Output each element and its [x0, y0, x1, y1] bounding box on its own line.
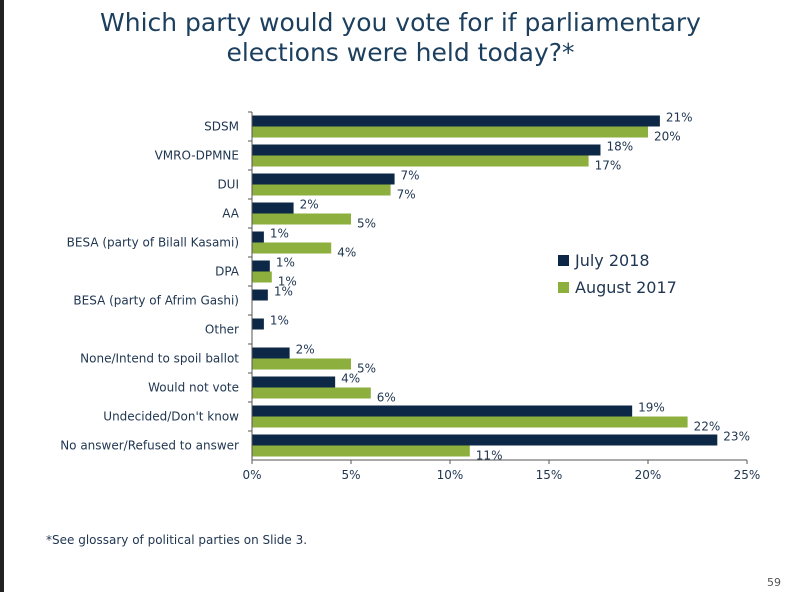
category-label: Other: [205, 323, 239, 337]
title-line-2: elections were held today?*: [226, 38, 575, 67]
legend-item-august-2017: August 2017: [558, 278, 677, 297]
bar-jul-2018: [252, 231, 264, 243]
x-tick-label: 0%: [242, 468, 261, 482]
x-tick-label: 10%: [437, 468, 464, 482]
chart-title: Which party would you vote for if parlia…: [0, 8, 801, 68]
bar-aug-2017: [252, 271, 272, 283]
bar-aug-2017: [252, 155, 589, 167]
window-edge: [0, 0, 4, 592]
page-number: 59: [767, 576, 781, 589]
bar-jul-2018: [252, 289, 268, 301]
x-tick-label: 25%: [734, 468, 761, 482]
bar-jul-2018: [252, 173, 395, 185]
category-label: BESA (party of Afrim Gashi): [73, 294, 239, 308]
data-label: 1%: [270, 314, 289, 328]
legend-label: August 2017: [575, 278, 677, 297]
data-label: 22%: [694, 420, 721, 434]
bar-jul-2018: [252, 144, 601, 156]
bar-jul-2018: [252, 318, 264, 330]
category-label: No answer/Refused to answer: [60, 439, 239, 453]
category-label: DUI: [217, 178, 239, 192]
data-label: 17%: [595, 159, 622, 173]
category-label: Undecided/Don't know: [103, 410, 239, 424]
bar-aug-2017: [252, 126, 648, 138]
bar-aug-2017: [252, 387, 371, 399]
data-label: 7%: [397, 188, 416, 202]
data-label: 23%: [723, 430, 750, 444]
category-label: BESA (party of Bilall Kasami): [67, 236, 239, 250]
data-label: 21%: [666, 111, 693, 125]
category-label: SDSM: [204, 120, 239, 134]
data-label: 6%: [377, 391, 396, 405]
x-tick-label: 15%: [536, 468, 563, 482]
bar-jul-2018: [252, 376, 336, 388]
legend-swatch-july-2018: [558, 255, 569, 266]
bar-aug-2017: [252, 184, 391, 196]
title-line-1: Which party would you vote for if parlia…: [100, 8, 701, 37]
bar-aug-2017: [252, 445, 470, 457]
bar-jul-2018: [252, 347, 290, 359]
category-label: AA: [222, 207, 240, 221]
data-label: 7%: [401, 169, 420, 183]
bar-aug-2017: [252, 358, 351, 370]
category-label: Would not vote: [148, 381, 239, 395]
category-label: None/Intend to spoil ballot: [80, 352, 239, 366]
category-label: VMRO-DPMNE: [155, 149, 239, 163]
bar-jul-2018: [252, 115, 660, 127]
data-label: 5%: [357, 362, 376, 376]
data-label: 1%: [270, 227, 289, 241]
footnote: *See glossary of political parties on Sl…: [46, 533, 308, 547]
bar-jul-2018: [252, 434, 718, 446]
data-label: 1%: [278, 275, 297, 289]
bar-aug-2017: [252, 416, 688, 428]
data-label: 20%: [654, 130, 681, 144]
data-label: 2%: [296, 343, 315, 357]
data-label: 4%: [341, 372, 360, 386]
bar-jul-2018: [252, 405, 633, 417]
legend-item-july-2018: July 2018: [558, 251, 650, 270]
x-tick-label: 5%: [341, 468, 360, 482]
data-label: 18%: [606, 140, 633, 154]
bar-aug-2017: [252, 213, 351, 225]
data-label: 5%: [357, 217, 376, 231]
data-label: 11%: [476, 449, 503, 463]
data-label: 4%: [337, 246, 356, 260]
data-label: 1%: [276, 256, 295, 270]
bar-jul-2018: [252, 260, 270, 272]
data-label: 19%: [638, 401, 665, 415]
category-label: DPA: [215, 265, 240, 279]
bar-aug-2017: [252, 242, 332, 254]
data-label: 1%: [274, 285, 293, 299]
legend-swatch-august-2017: [558, 282, 569, 293]
data-label: 2%: [300, 198, 319, 212]
legend-label: July 2018: [575, 251, 650, 270]
bar-jul-2018: [252, 202, 294, 214]
x-tick-label: 20%: [635, 468, 662, 482]
